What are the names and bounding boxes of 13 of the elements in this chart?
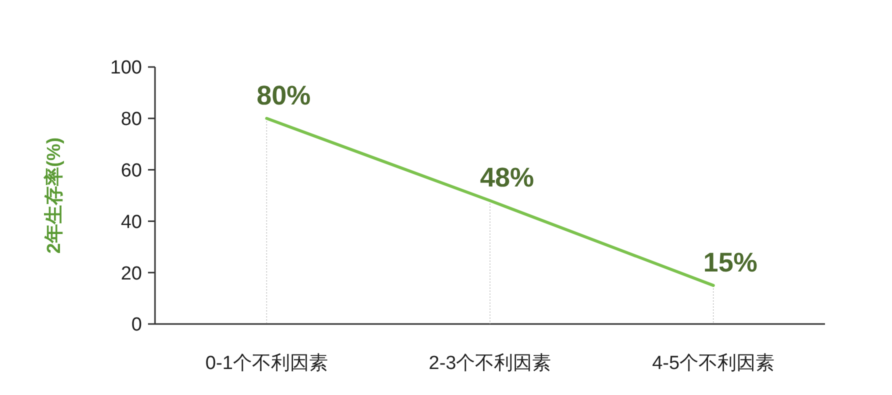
y-tick-label: 80: [120, 109, 142, 130]
data-label: 15%: [703, 247, 758, 278]
data-label: 48%: [480, 162, 534, 193]
y-tick-label: 20: [120, 263, 142, 284]
y-tick-label: 60: [120, 160, 142, 182]
y-tick-label: 100: [110, 58, 142, 79]
y-axis-title: 2年生存率(%): [43, 137, 65, 254]
y-tick-label: 0: [131, 314, 142, 336]
x-tick-label: 2-3个不利因素: [428, 353, 552, 374]
x-tick-label: 0-1个不利因素: [205, 353, 328, 374]
data-label: 80%: [256, 80, 311, 110]
x-tick-label: 4-5个不利因素: [652, 353, 775, 374]
y-tick-label: 40: [120, 212, 142, 233]
